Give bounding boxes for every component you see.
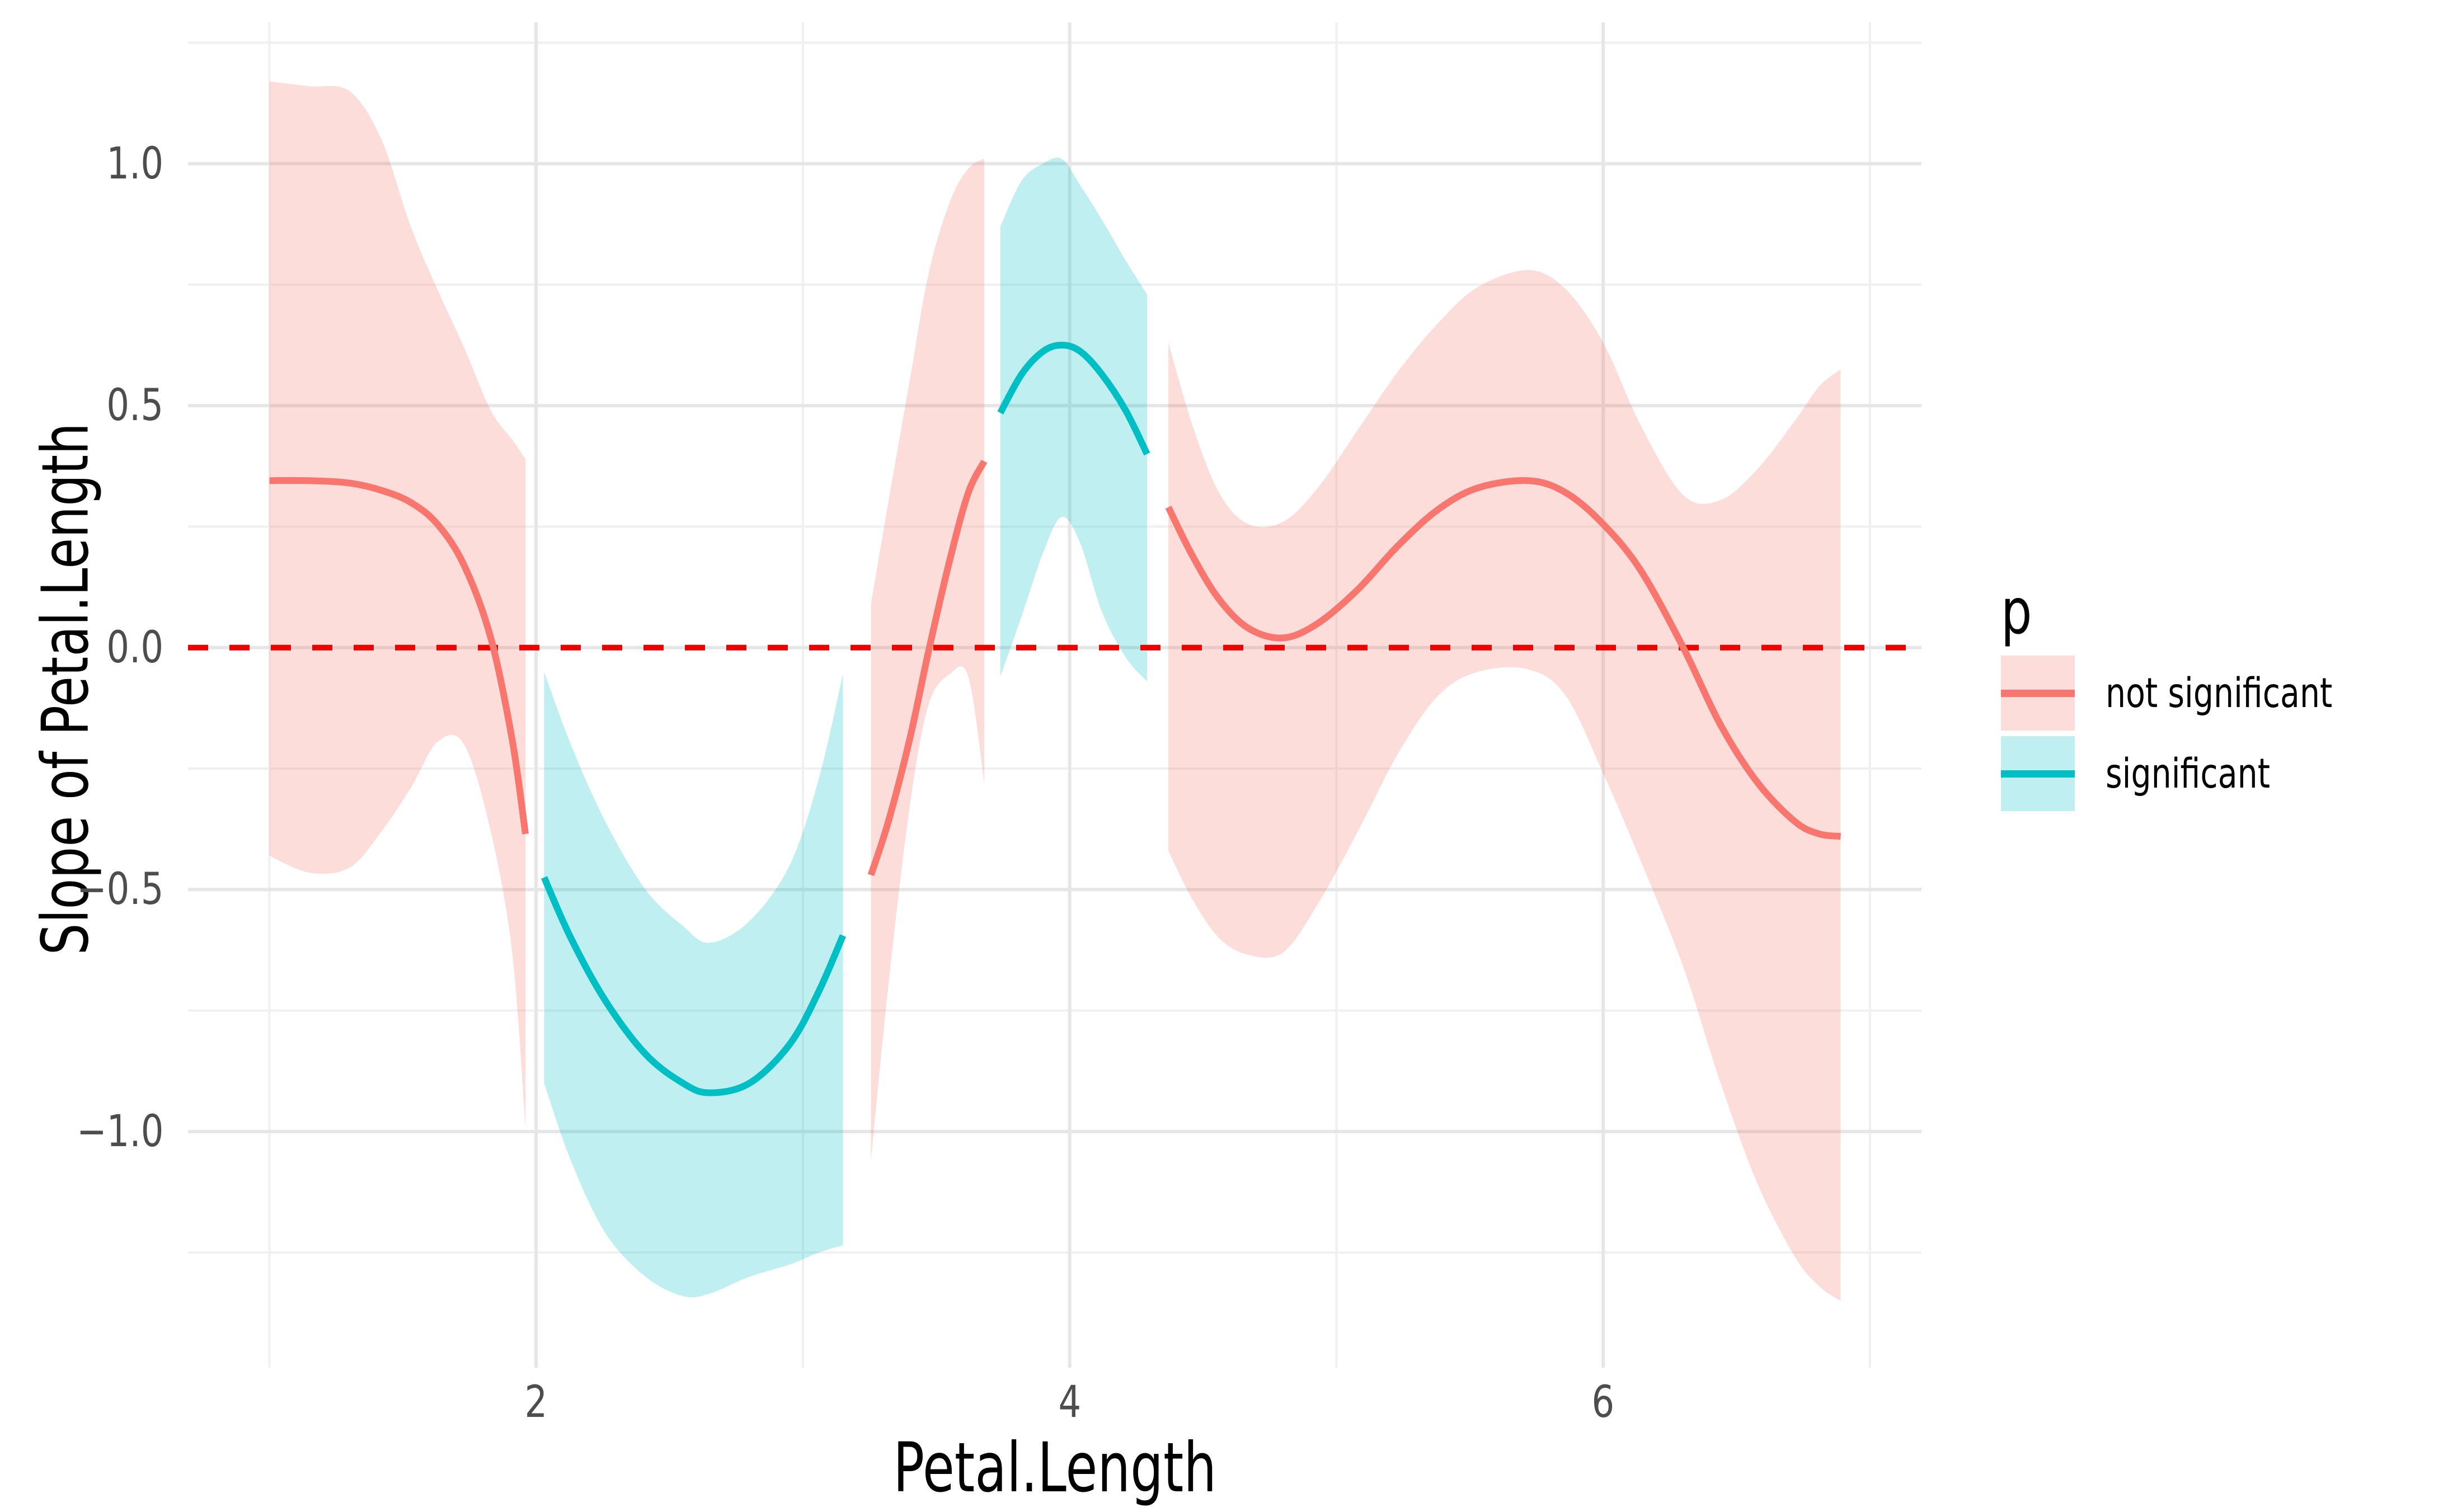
- y-axis-title: Slope of Petal.Length: [28, 422, 104, 955]
- ribbon-significant: [544, 672, 843, 1298]
- ribbon-not-significant: [1168, 270, 1841, 1301]
- x-tick-label: 6: [1591, 1377, 1615, 1428]
- y-tick-label: −1.0: [76, 1106, 163, 1157]
- y-tick-label: −0.5: [76, 864, 163, 915]
- y-tick-label: 0.5: [106, 380, 163, 431]
- curve-significant: [997, 342, 1150, 456]
- legend-label-significant: significant: [2106, 750, 2271, 798]
- x-axis-title: Petal.Length: [893, 1428, 1216, 1508]
- ribbon-significant: [1000, 157, 1147, 682]
- curve-not-significant: [1165, 477, 1841, 840]
- ribbon-not-significant: [269, 81, 526, 1127]
- x-tick-label: 2: [524, 1377, 548, 1428]
- curve-not-significant: [269, 477, 529, 835]
- legend-title: p: [2001, 576, 2032, 648]
- legend-key-line-icon: [2001, 690, 2075, 697]
- x-tick-label: 4: [1058, 1377, 1082, 1428]
- y-tick-label: 1.0: [106, 138, 163, 189]
- curve-not-significant: [867, 459, 988, 877]
- curve-significant: [541, 876, 846, 1096]
- legend-key-not-significant: [2001, 656, 2075, 731]
- legend-key-line-icon: [2001, 770, 2075, 778]
- y-tick-label: 0.0: [106, 622, 163, 673]
- legend-label-not-significant: not significant: [2106, 670, 2333, 717]
- legend-key-significant: [2001, 736, 2075, 811]
